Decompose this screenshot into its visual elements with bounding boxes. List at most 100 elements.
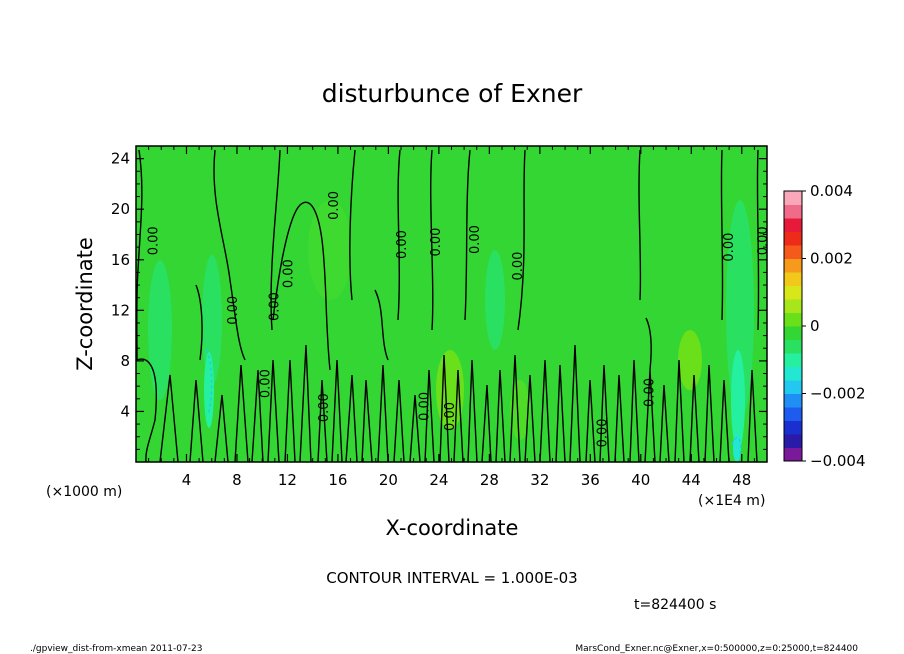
- contour-line-lower: [159, 344, 758, 462]
- colorbar-cells: [784, 191, 802, 462]
- anomaly-negative: [726, 200, 754, 420]
- contour-line: [195, 284, 203, 361]
- contour-label: 0.00: [259, 369, 274, 398]
- contour-label: 0.00: [317, 393, 332, 422]
- colorbar-ticks: 0.004 0.002 0 −0.002 −0.004: [802, 182, 866, 470]
- x-axis: 4 8 12 16 20 24 28 32 36 40 44 48: [148, 146, 755, 489]
- contour-labels: 0.00 0.00 0.00 0.00 0.00 0.00 0.00 0.00 0.00 0.00…: [146, 191, 771, 447]
- contour-label: 0.00: [226, 296, 241, 325]
- colorbar-tick-label: 0.004: [810, 182, 853, 200]
- x-tick-label: 36: [581, 471, 600, 489]
- x-tick-label: 28: [480, 471, 499, 489]
- contour-label: 0.00: [268, 292, 283, 321]
- contour-label: 0.00: [281, 259, 296, 288]
- chart-title: disturbunce of Exner: [322, 79, 583, 108]
- contour-label: 0.00: [395, 230, 410, 259]
- y-axis-label: Z-coordinate: [73, 237, 97, 371]
- colorbar-tick-label: −0.004: [810, 452, 866, 470]
- colorbar-cell: [784, 231, 802, 246]
- x-tick-label: 8: [232, 471, 242, 489]
- contour-label: 0.00: [418, 392, 433, 421]
- x-tick-label: 20: [379, 471, 398, 489]
- contour-line: [464, 149, 471, 321]
- colorbar-cell: [784, 407, 802, 421]
- contour-label: 0.00: [722, 233, 737, 262]
- anomaly-negative: [485, 250, 505, 350]
- colorbar-cell: [784, 258, 802, 273]
- contour-line: [374, 289, 389, 361]
- x-axis-label: X-coordinate: [386, 516, 519, 540]
- colorbar-cell: [784, 299, 802, 313]
- colorbar-cell: [784, 285, 802, 300]
- contour-label: 0.00: [327, 191, 342, 220]
- anomaly-negative: [202, 255, 222, 385]
- anomaly-negative: [204, 352, 214, 428]
- y-tick-label: 4: [120, 402, 130, 420]
- colorbar-cell: [784, 420, 802, 435]
- y-tick-label: 20: [111, 200, 130, 218]
- contour-label: 0.00: [642, 378, 657, 407]
- y-axis-unit: (×1000 m): [46, 484, 122, 500]
- x-axis-unit: (×1E4 m): [698, 493, 765, 509]
- colorbar-cell: [784, 353, 802, 367]
- contour-line: [349, 149, 356, 301]
- colorbar-tick-label: −0.002: [810, 385, 866, 403]
- contour-line: [638, 149, 642, 301]
- contour-label: 0.00: [146, 226, 161, 255]
- contour-line: [720, 149, 724, 321]
- colorbar-cell: [784, 272, 802, 286]
- colorbar-cell: [784, 326, 802, 340]
- colorbar-cell: [784, 245, 802, 259]
- contour-label: 0.00: [429, 228, 444, 257]
- contour-lines: [136, 149, 760, 462]
- colorbar-cell: [784, 191, 802, 205]
- contour-line: [756, 149, 760, 331]
- y-tick-label: 8: [120, 352, 130, 370]
- contour-label: 0.00: [443, 402, 458, 431]
- contour-label: 0.00: [511, 252, 526, 281]
- anomaly-negative: [731, 350, 745, 450]
- contour-interval-note: CONTOUR INTERVAL = 1.000E-03: [326, 569, 577, 587]
- footer-right: MarsCond_Exner.nc@Exner,x=0:500000,z=0:2…: [575, 644, 858, 654]
- anomaly-positive: [678, 330, 702, 390]
- colorbar-cell: [784, 218, 802, 232]
- contour-line: [517, 149, 526, 331]
- contour-line: [270, 149, 281, 331]
- colorbar-cell: [784, 434, 802, 448]
- contour-label: 0.00: [468, 225, 483, 254]
- contour-line: [397, 149, 401, 321]
- contour-line: [645, 317, 652, 371]
- y-axis: 4 8 12 16 20 24: [111, 150, 767, 450]
- anomaly-negative: [148, 260, 172, 400]
- plot-area: 0.00 0.00 0.00 0.00 0.00 0.00 0.00 0.00 0.00 0.00…: [135, 145, 771, 463]
- y-tick-label: 24: [111, 150, 130, 168]
- colorbar-cell: [784, 204, 802, 219]
- contour-label: 0.00: [596, 418, 611, 447]
- colorbar-cell: [784, 339, 802, 354]
- x-tick-label: 48: [732, 471, 751, 489]
- y-tick-label: 16: [111, 251, 130, 269]
- colorbar-tick-label: 0: [810, 317, 820, 335]
- colorbar-cell: [784, 393, 802, 408]
- contour-line: [272, 201, 331, 371]
- colorbar-cell: [784, 380, 802, 394]
- x-tick-label: 4: [182, 471, 192, 489]
- y-tick-label: 12: [111, 301, 130, 319]
- x-tick-label: 40: [631, 471, 650, 489]
- colorbar-cell: [784, 312, 802, 327]
- contour-line: [136, 358, 157, 462]
- x-tick-label: 24: [429, 471, 448, 489]
- contour-label: 0.00: [756, 226, 771, 255]
- x-tick-label: 16: [328, 471, 347, 489]
- contour-line: [213, 149, 246, 361]
- x-tick-label: 44: [682, 471, 701, 489]
- colorbar: 0.004 0.002 0 −0.002 −0.004: [783, 182, 866, 470]
- footer-left: ./gpview_dist-from-xmean 2011-07-23: [30, 644, 202, 654]
- colorbar-tick-label: 0.002: [810, 250, 853, 268]
- contour-line: [136, 149, 143, 361]
- time-label: t=824400 s: [634, 597, 716, 613]
- anomaly-positive: [510, 380, 530, 440]
- x-tick-label: 32: [530, 471, 549, 489]
- x-tick-label: 12: [278, 471, 297, 489]
